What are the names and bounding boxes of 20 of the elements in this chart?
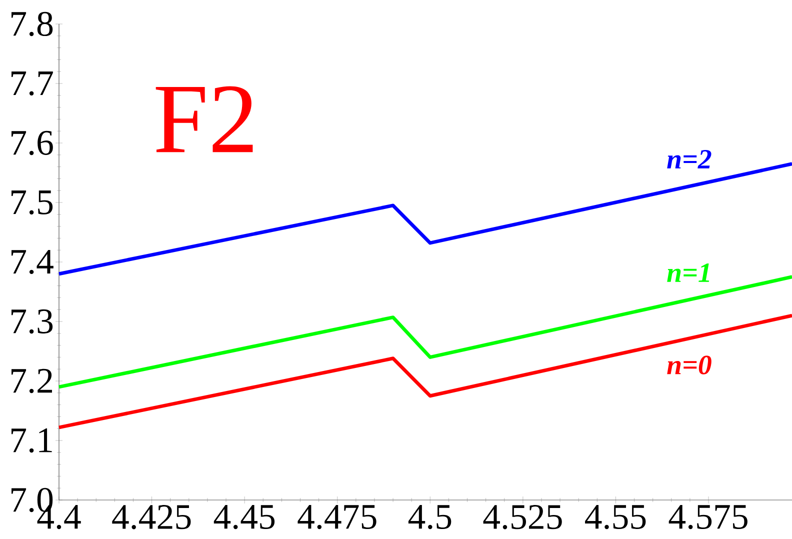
annotation: F2	[156, 86, 253, 152]
x-tick-label: 4.425	[112, 505, 191, 530]
x-tick-label: 4.5	[408, 505, 452, 530]
y-tick-label: 7.1	[12, 428, 52, 453]
y-tick-label: 7.5	[12, 190, 53, 214]
x-tick-label: 4.525	[483, 505, 562, 530]
line-series	[57, 314, 792, 430]
y-tick-label: 7.8	[12, 12, 53, 36]
series-label: n=0	[667, 356, 712, 374]
series-label: n=2	[667, 150, 712, 168]
x-tick-label: 4.45	[214, 505, 275, 530]
x-tick-label: 4.575	[668, 505, 748, 530]
y-tick-label: 7.3	[12, 309, 53, 334]
series-label: n=1	[667, 263, 710, 282]
x-tick-label: 4.475	[298, 505, 376, 530]
y-tick-label: 7.2	[12, 368, 52, 394]
x-tick-label: 4.55	[585, 505, 646, 530]
y-tick-label: 7.6	[12, 130, 53, 156]
y-tick-label: 7.7	[12, 72, 53, 96]
y-tick-label: 7.4	[12, 250, 54, 274]
